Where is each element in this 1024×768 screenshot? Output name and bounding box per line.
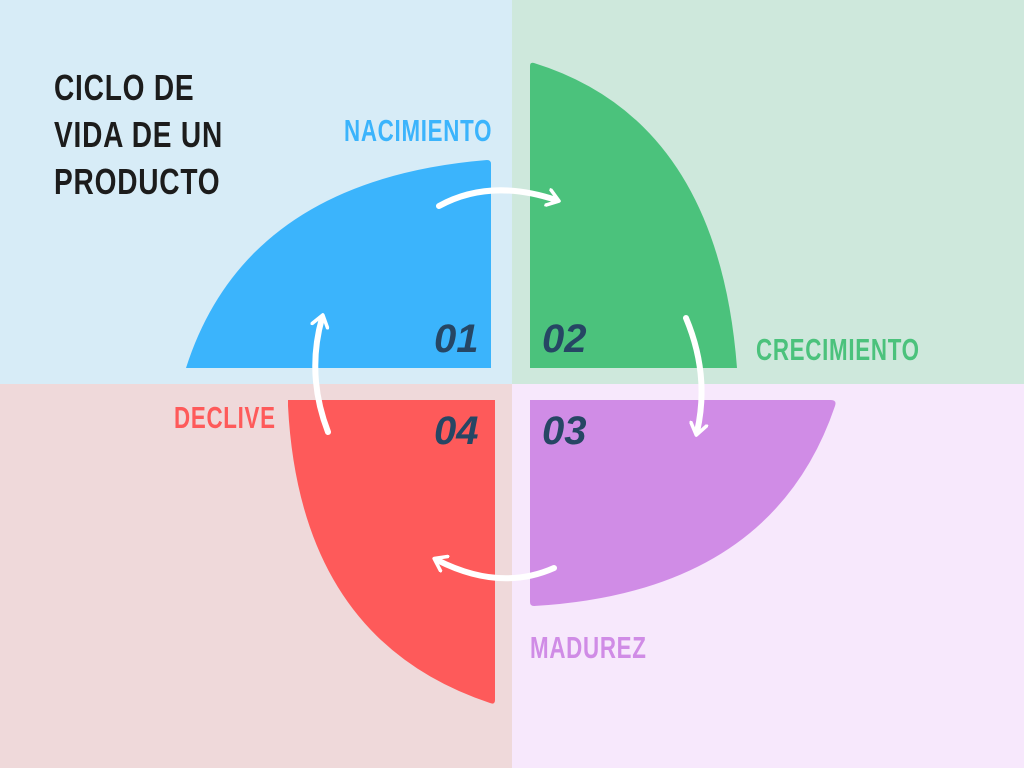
stage-label-crecimiento: CRECIMIENTO [756,332,920,367]
title-line-3: PRODUCTO [54,161,221,202]
stage-label-madurez: MADUREZ [530,630,647,665]
sector-declive [288,400,495,704]
sector-madurez [530,400,836,606]
diagram-title: CICLO DE VIDA DE UN PRODUCTO [54,64,223,205]
stage-number-03: 03 [542,409,587,453]
stage-number-01: 01 [434,317,479,361]
stage-number-02: 02 [542,317,587,361]
title-line-1: CICLO DE [54,67,195,108]
stage-number-04: 04 [434,409,479,453]
arrow-nacimiento-to-crecimiento [436,187,556,209]
sector-nacimiento [186,160,491,368]
arrow-declive-to-nacimiento [315,318,331,435]
stage-label-nacimiento: NACIMIENTO [344,113,493,148]
arrow-crecimiento-to-madurez [683,315,702,432]
stage-label-declive: DECLIVE [174,400,276,435]
sector-crecimiento [530,62,737,369]
arrow-madurez-to-declive [437,560,557,582]
title-line-2: VIDA DE UN [54,114,224,155]
